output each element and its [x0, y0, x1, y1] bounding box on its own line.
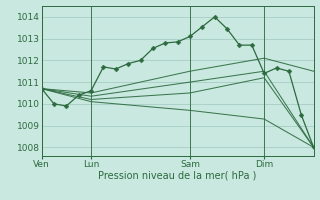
X-axis label: Pression niveau de la mer( hPa ): Pression niveau de la mer( hPa ): [99, 171, 257, 181]
